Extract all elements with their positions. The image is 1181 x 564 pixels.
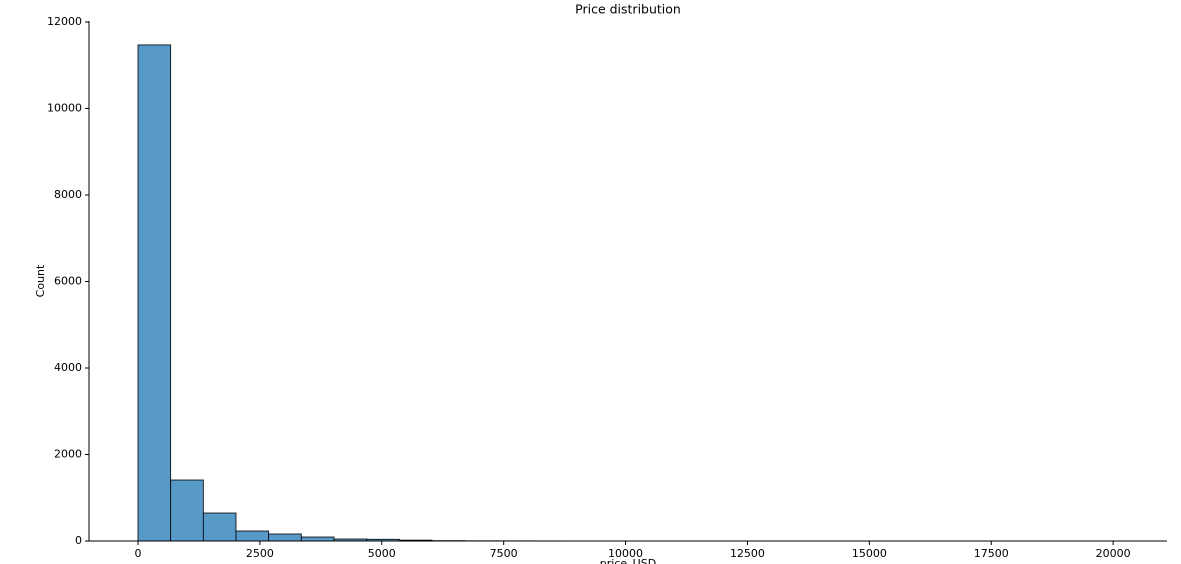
x-tick-label: 20000 (1096, 547, 1131, 560)
x-tick-label: 5000 (368, 547, 396, 560)
x-tick-label: 17500 (974, 547, 1009, 560)
chart-title: Price distribution (575, 2, 681, 17)
y-tick-label: 6000 (54, 275, 82, 288)
x-tick-label: 10000 (608, 547, 643, 560)
bar (235, 530, 270, 542)
bar (170, 479, 204, 542)
x-tick-label: 15000 (852, 547, 887, 560)
x-tick-label: 7500 (490, 547, 518, 560)
bar (137, 44, 172, 542)
y-tick-label: 10000 (47, 102, 82, 115)
y-tick-label: 4000 (54, 361, 82, 374)
y-tick-label: 0 (75, 534, 82, 547)
bar (268, 533, 302, 542)
bar (202, 512, 237, 542)
y-tick-label: 8000 (54, 188, 82, 201)
y-axis-label: Count (34, 264, 47, 297)
y-tick-label: 2000 (54, 448, 82, 461)
x-axis-label: price_USD (600, 557, 656, 564)
x-tick-label: 2500 (246, 547, 274, 560)
y-tick-label: 12000 (47, 15, 82, 28)
x-tick-label: 0 (135, 547, 142, 560)
bar (300, 536, 335, 542)
x-tick-label: 12500 (730, 547, 765, 560)
